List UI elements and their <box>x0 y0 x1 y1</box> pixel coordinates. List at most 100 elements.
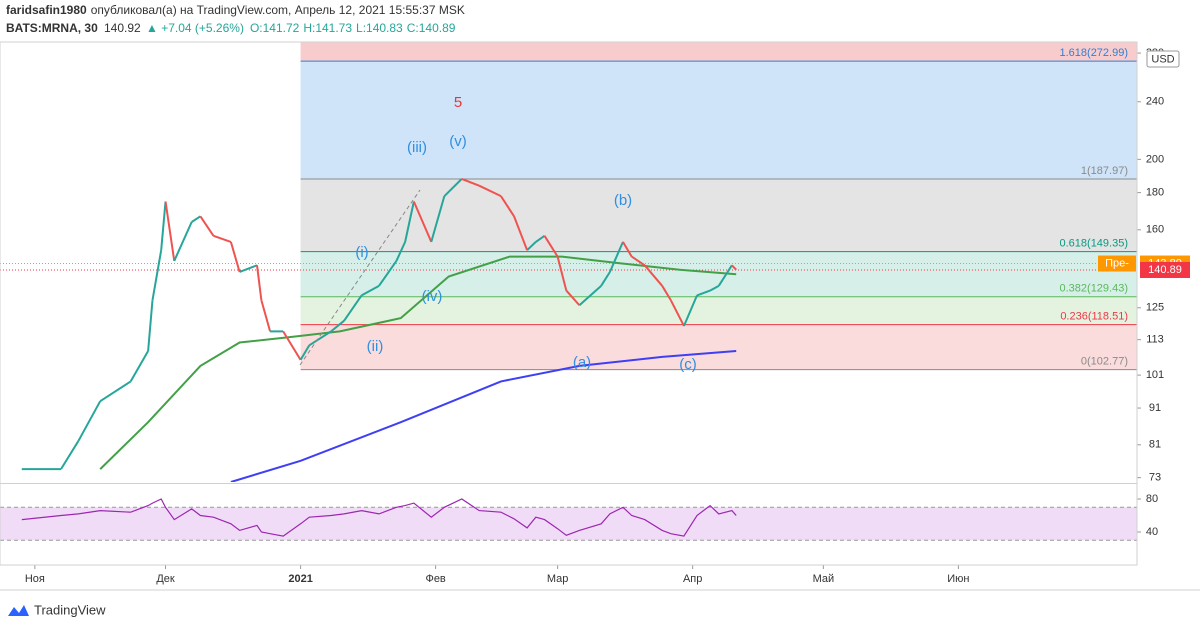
price-segment <box>199 215 215 237</box>
price-segment <box>717 264 733 287</box>
price-tag-name-box <box>1098 255 1136 272</box>
x-tick-label: Июн <box>947 573 969 585</box>
price-segment <box>173 221 193 262</box>
price-tag <box>1140 261 1190 278</box>
price-segment <box>669 299 685 327</box>
price-tag-label: 140.89 <box>1148 264 1182 276</box>
price-segment <box>526 241 537 251</box>
wave-label: 5 <box>454 94 462 111</box>
rsi-tick-label: 80 <box>1146 493 1158 505</box>
price-segment <box>299 344 311 361</box>
moving-average <box>230 350 737 482</box>
price-segment <box>378 260 398 287</box>
price-segment <box>191 215 201 223</box>
price-segment <box>622 241 633 258</box>
price-segment <box>443 178 463 197</box>
price-segment <box>478 184 502 198</box>
price-segment <box>631 255 646 267</box>
price-segment <box>535 234 546 243</box>
wave-label: (b) <box>614 192 632 209</box>
fib-label: 0.618(149.35) <box>1060 237 1129 249</box>
wave-label: (i) <box>355 244 368 261</box>
x-tick-label: Фев <box>425 573 445 585</box>
price-segment <box>461 177 480 187</box>
x-tick-label: Дек <box>156 573 175 585</box>
logo <box>8 605 29 616</box>
price-segment <box>77 400 102 442</box>
y-tick-label: 81 <box>1149 439 1161 451</box>
y-tick-label: 160 <box>1146 224 1164 236</box>
price-segment <box>60 440 80 470</box>
price-segment <box>430 195 446 243</box>
rsi-pane <box>0 498 1137 541</box>
y-tick-label: 101 <box>1146 369 1164 381</box>
price-segment <box>578 285 602 307</box>
price-segment <box>147 300 154 352</box>
x-tick-label: Мар <box>547 573 569 585</box>
wave-label: (c) <box>679 356 697 373</box>
y-tick-label: 200 <box>1146 153 1164 165</box>
price-segment <box>164 201 176 262</box>
price-segment <box>129 350 149 382</box>
price-segment <box>260 300 272 332</box>
fib-label: 0.382(129.43) <box>1060 283 1129 295</box>
price-tag-name: Пре- <box>1105 257 1129 269</box>
ohlc-value: L:140.83 <box>356 21 403 35</box>
y-tick-label: 240 <box>1146 96 1164 108</box>
currency: USD <box>1151 53 1174 65</box>
price-segment <box>330 319 345 333</box>
price-segment <box>661 285 672 301</box>
price-segment <box>395 241 407 262</box>
fib-zone <box>300 296 1137 325</box>
rsi-line <box>21 498 737 537</box>
ohlc-value: O:141.72 <box>250 21 300 35</box>
fib-zone <box>300 42 1137 62</box>
price-segment <box>683 295 698 327</box>
price-segment <box>600 271 611 287</box>
price-segment <box>543 235 559 258</box>
price-segment <box>513 215 529 251</box>
wave-label: (v) <box>449 133 467 150</box>
price-segment <box>282 330 302 361</box>
wave-line <box>299 189 421 366</box>
rsi-band <box>0 507 1137 541</box>
fib-label: 1(187.97) <box>1081 165 1128 177</box>
branding: TradingView <box>34 602 106 617</box>
price-segment <box>99 380 132 403</box>
price-segment <box>709 284 720 292</box>
price-segment <box>500 195 515 217</box>
x-tick-label: 2021 <box>288 573 312 585</box>
price-segment <box>239 264 258 273</box>
fib-label: 0(102.77) <box>1081 356 1128 368</box>
price-segment <box>151 250 163 301</box>
rsi-tick-label: 40 <box>1146 526 1158 538</box>
price-segment <box>343 294 363 322</box>
price-segment <box>556 256 568 291</box>
last-price: 140.92 <box>104 21 141 35</box>
price-segment <box>229 241 241 273</box>
wave-label: (a) <box>573 354 591 371</box>
author: faridsafin1980 <box>6 3 87 17</box>
y-tick-label: 113 <box>1146 334 1164 346</box>
price-pane: 1.618(272.99) 1(187.97) 0.618(149.35) 0.382… <box>0 42 1137 482</box>
wave-label: (iii) <box>407 139 427 156</box>
price-segment <box>608 241 624 273</box>
price-segment <box>361 284 380 297</box>
price-segment <box>696 289 711 297</box>
x-tick-label: Ноя <box>25 573 45 585</box>
x-tick-label: Апр <box>683 573 702 585</box>
y-tick-label: 180 <box>1146 187 1164 199</box>
fib-label: 1.618(272.99) <box>1060 47 1129 59</box>
published: опубликовал(а) на TradingView.com, Апрел… <box>91 3 465 17</box>
fib-zone <box>300 324 1137 370</box>
price-segment <box>404 201 415 243</box>
symbol: BATS:MRNA, 30 <box>6 21 98 35</box>
wave-label: (ii) <box>367 338 384 355</box>
price-segment <box>412 201 433 243</box>
change: ▲ +7.04 (+5.26%) <box>146 21 244 35</box>
price-segment <box>308 330 332 347</box>
price-segment <box>213 234 232 243</box>
y-tick-label: 125 <box>1146 302 1164 314</box>
moving-average <box>99 255 737 470</box>
